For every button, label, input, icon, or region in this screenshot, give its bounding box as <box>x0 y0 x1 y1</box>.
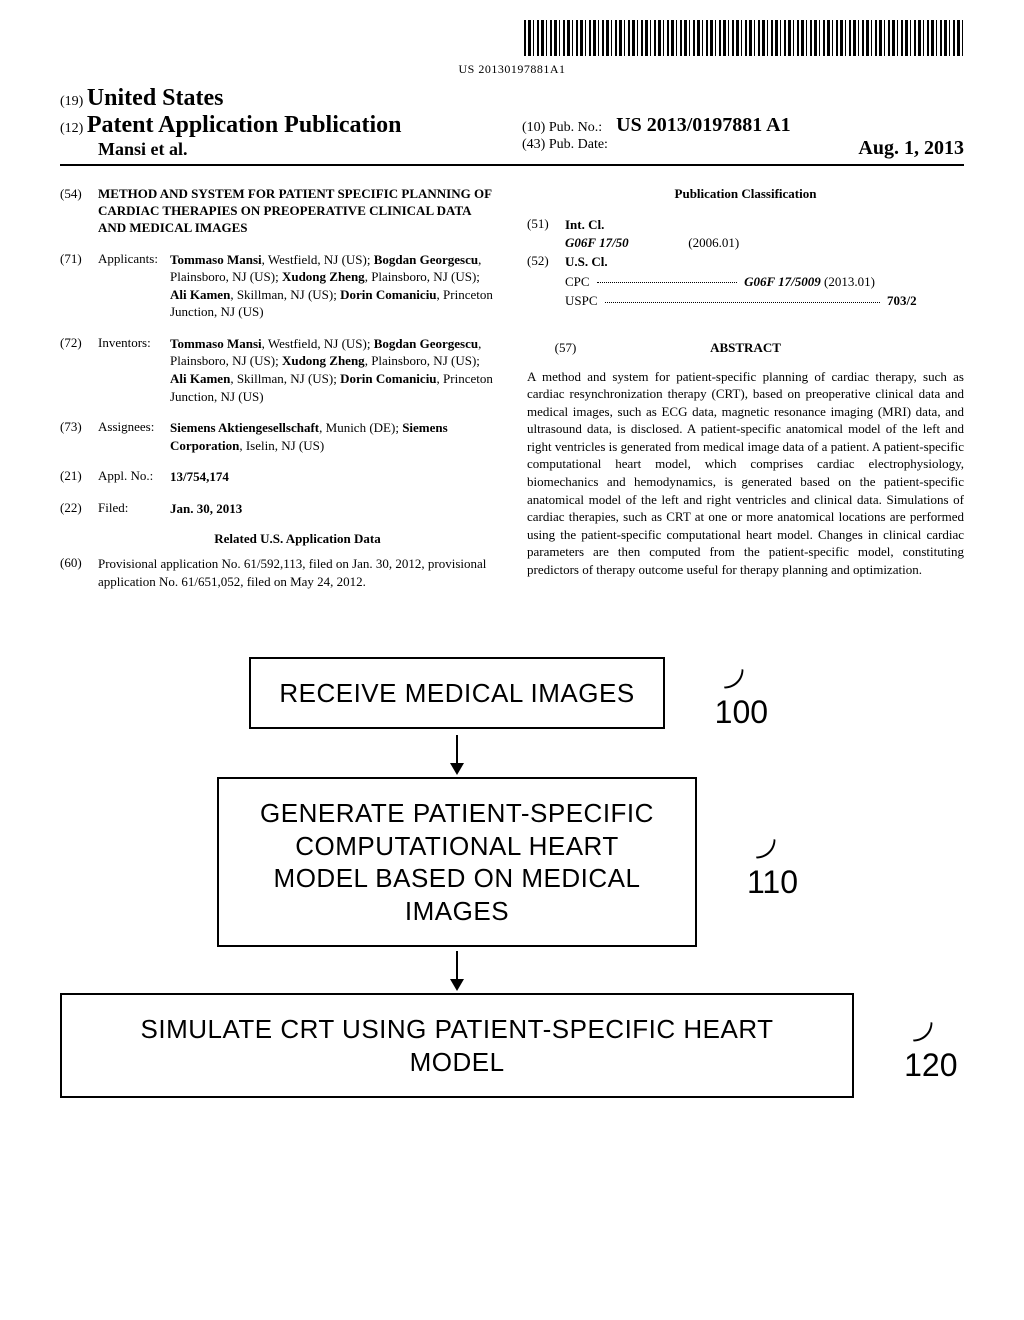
applno-num: (21) <box>60 468 98 484</box>
pub-class-heading: Publication Classification <box>527 186 964 202</box>
applno-val: 13/754,174 <box>170 468 497 486</box>
flow-label-100: ⌒100 <box>715 654 775 731</box>
flowchart: RECEIVE MEDICAL IMAGES ⌒100 GENERATE PATIE… <box>60 654 964 1098</box>
inventors-list: Tommaso Mansi, Westfield, NJ (US); Bogda… <box>170 335 497 405</box>
applicants-label: Applicants: <box>98 251 170 267</box>
pubno-val: US 2013/0197881 A1 <box>616 114 790 136</box>
assignees-list: Siemens Aktiengesellschaft, Munich (DE);… <box>170 419 497 454</box>
uspc-label: USPC <box>565 293 598 308</box>
cpc-year: (2013.01) <box>824 274 875 289</box>
title-num: (54) <box>60 186 98 202</box>
applicants-num: (71) <box>60 251 98 267</box>
provisional-text: Provisional application No. 61/592,113, … <box>98 555 497 590</box>
intcl-label: Int. Cl. <box>565 216 964 234</box>
intcl-year: (2006.01) <box>688 234 739 252</box>
flow-row: SIMULATE CRT USING PATIENT-SPECIFIC HEAR… <box>60 993 964 1098</box>
cpc-label: CPC <box>565 274 590 289</box>
dots-leader <box>605 302 880 303</box>
provisional-num: (60) <box>60 555 98 571</box>
flow-label-120: ⌒120 <box>904 1007 964 1084</box>
pubno-label: Pub. No.: <box>549 120 602 135</box>
assignees-label: Assignees: <box>98 419 170 435</box>
cpc-val: G06F 17/5009 <box>744 274 821 289</box>
barcode-graphic <box>524 20 964 56</box>
flow-box-100: RECEIVE MEDICAL IMAGES <box>249 657 664 730</box>
pubdate-label: Pub. Date: <box>549 137 608 152</box>
country-name: United States <box>87 85 224 111</box>
inventors-num: (72) <box>60 335 98 351</box>
author-line: Mansi et al. <box>60 139 502 160</box>
right-column: Publication Classification (51) Int. Cl.… <box>527 186 964 604</box>
filed-label: Filed: <box>98 500 170 516</box>
uspc-val: 703/2 <box>887 293 917 308</box>
left-column: (54) METHOD AND SYSTEM FOR PATIENT SPECI… <box>60 186 497 604</box>
flow-row: GENERATE PATIENT-SPECIFIC COMPUTATIONAL … <box>60 777 964 947</box>
abstract-num: (57) <box>555 340 577 356</box>
flow-row: RECEIVE MEDICAL IMAGES ⌒100 <box>60 654 964 731</box>
abstract-heading: ABSTRACT <box>710 340 781 356</box>
header-region: (19) United States (12) Patent Applicati… <box>60 85 964 166</box>
flow-label-110: ⌒110 <box>747 824 807 901</box>
intcl-code: G06F 17/50 <box>565 234 685 252</box>
pub-type: Patent Application Publication <box>87 112 402 138</box>
assignees-num: (73) <box>60 419 98 435</box>
flow-box-120: SIMULATE CRT USING PATIENT-SPECIFIC HEAR… <box>60 993 854 1098</box>
filed-num: (22) <box>60 500 98 516</box>
applicants-list: Tommaso Mansi, Westfield, NJ (US); Bogda… <box>170 251 497 321</box>
uscl-label: U.S. Cl. <box>565 253 964 271</box>
flow-arrow-icon <box>456 735 458 773</box>
applno-label: Appl. No.: <box>98 468 170 484</box>
pubdate-num: (43) <box>522 137 545 152</box>
pub-type-num: (12) <box>60 121 83 136</box>
biblio-columns: (54) METHOD AND SYSTEM FOR PATIENT SPECI… <box>60 186 964 604</box>
flow-box-110: GENERATE PATIENT-SPECIFIC COMPUTATIONAL … <box>217 777 697 947</box>
flow-arrow-icon <box>456 951 458 989</box>
barcode-text: US 20130197881A1 <box>60 62 964 77</box>
patent-title: METHOD AND SYSTEM FOR PATIENT SPECIFIC P… <box>98 186 497 237</box>
abstract-text: A method and system for patient-specific… <box>527 368 964 579</box>
country-num: (19) <box>60 94 83 109</box>
pubdate-val: Aug. 1, 2013 <box>858 137 964 160</box>
uscl-num: (52) <box>527 253 565 269</box>
inventors-label: Inventors: <box>98 335 170 351</box>
dots-leader <box>597 282 737 283</box>
filed-val: Jan. 30, 2013 <box>170 500 497 518</box>
pubno-num: (10) <box>522 120 545 135</box>
barcode-region: US 20130197881A1 <box>60 20 964 77</box>
related-heading: Related U.S. Application Data <box>98 531 497 547</box>
intcl-num: (51) <box>527 216 565 232</box>
